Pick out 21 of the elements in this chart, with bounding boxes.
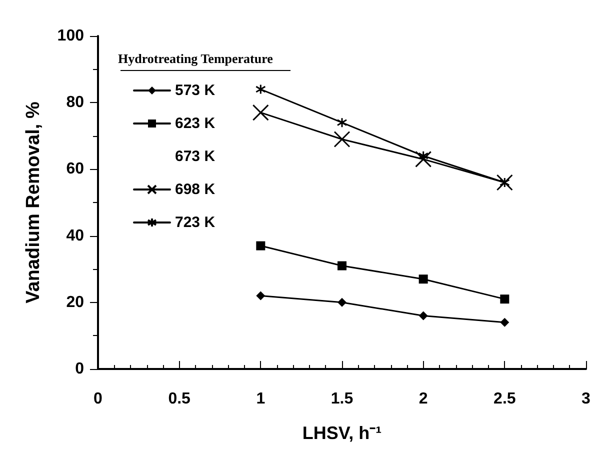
legend-label: 623 K	[175, 115, 216, 132]
y-tick-label: 0	[75, 360, 84, 378]
y-tick-label: 100	[57, 28, 84, 44]
legend-label: 723 K	[175, 214, 216, 231]
x-tick-label: 2.5	[494, 390, 516, 408]
y-axis-title: Vanadium Removal, %	[23, 102, 44, 304]
legend-title: Hydrotreating Temperature	[118, 51, 274, 66]
x-tick-label: 1.5	[330, 390, 354, 408]
x-tick-label: 3	[582, 390, 591, 408]
x-tick-label: 0.5	[168, 390, 191, 408]
text: 673 K	[175, 148, 216, 165]
x-tick-label: 0	[94, 390, 103, 408]
y-tick-label: 40	[66, 227, 84, 244]
y-tick-label: 60	[66, 160, 84, 178]
y-tick-label: 20	[66, 294, 84, 311]
x-tick-label: 1	[256, 390, 266, 408]
legend-label: 698 K	[175, 181, 216, 198]
x-axis-title: LHSV, h⁻¹	[302, 423, 382, 443]
legend-label: 573 K	[175, 82, 216, 99]
y-tick-label: 80	[66, 94, 84, 112]
x-tick-label: 2	[418, 390, 428, 408]
